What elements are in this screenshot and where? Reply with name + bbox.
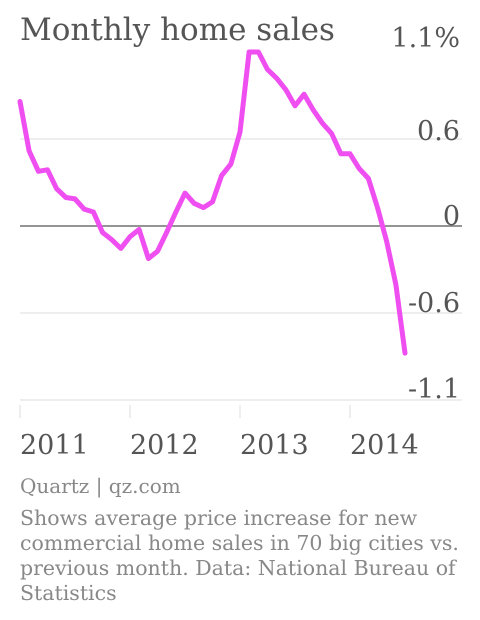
x-tick-label: 2011 <box>20 430 89 461</box>
gridlines <box>20 138 462 401</box>
source-credit: Quartz | qz.com <box>20 474 181 498</box>
y-axis-ticks: 1.1% 0.6 0 -0.6 -1.1 <box>391 23 460 405</box>
y-tick-label: 1.1% <box>391 23 460 54</box>
x-tick-label: 2013 <box>240 430 309 461</box>
x-tick-label: 2012 <box>130 430 199 461</box>
y-tick-label: -1.1 <box>408 374 460 405</box>
x-tick-label: 2014 <box>350 430 419 461</box>
chart-note: Shows average price increase for new com… <box>20 506 459 605</box>
x-axis-ticks: 2011 2012 2013 2014 <box>19 405 419 461</box>
chart-title: Monthly home sales <box>20 12 335 48</box>
y-tick-label: 0 <box>443 201 460 232</box>
y-tick-label: 0.6 <box>417 116 460 147</box>
series-line <box>17 49 408 356</box>
y-tick-label: -0.6 <box>408 288 460 319</box>
